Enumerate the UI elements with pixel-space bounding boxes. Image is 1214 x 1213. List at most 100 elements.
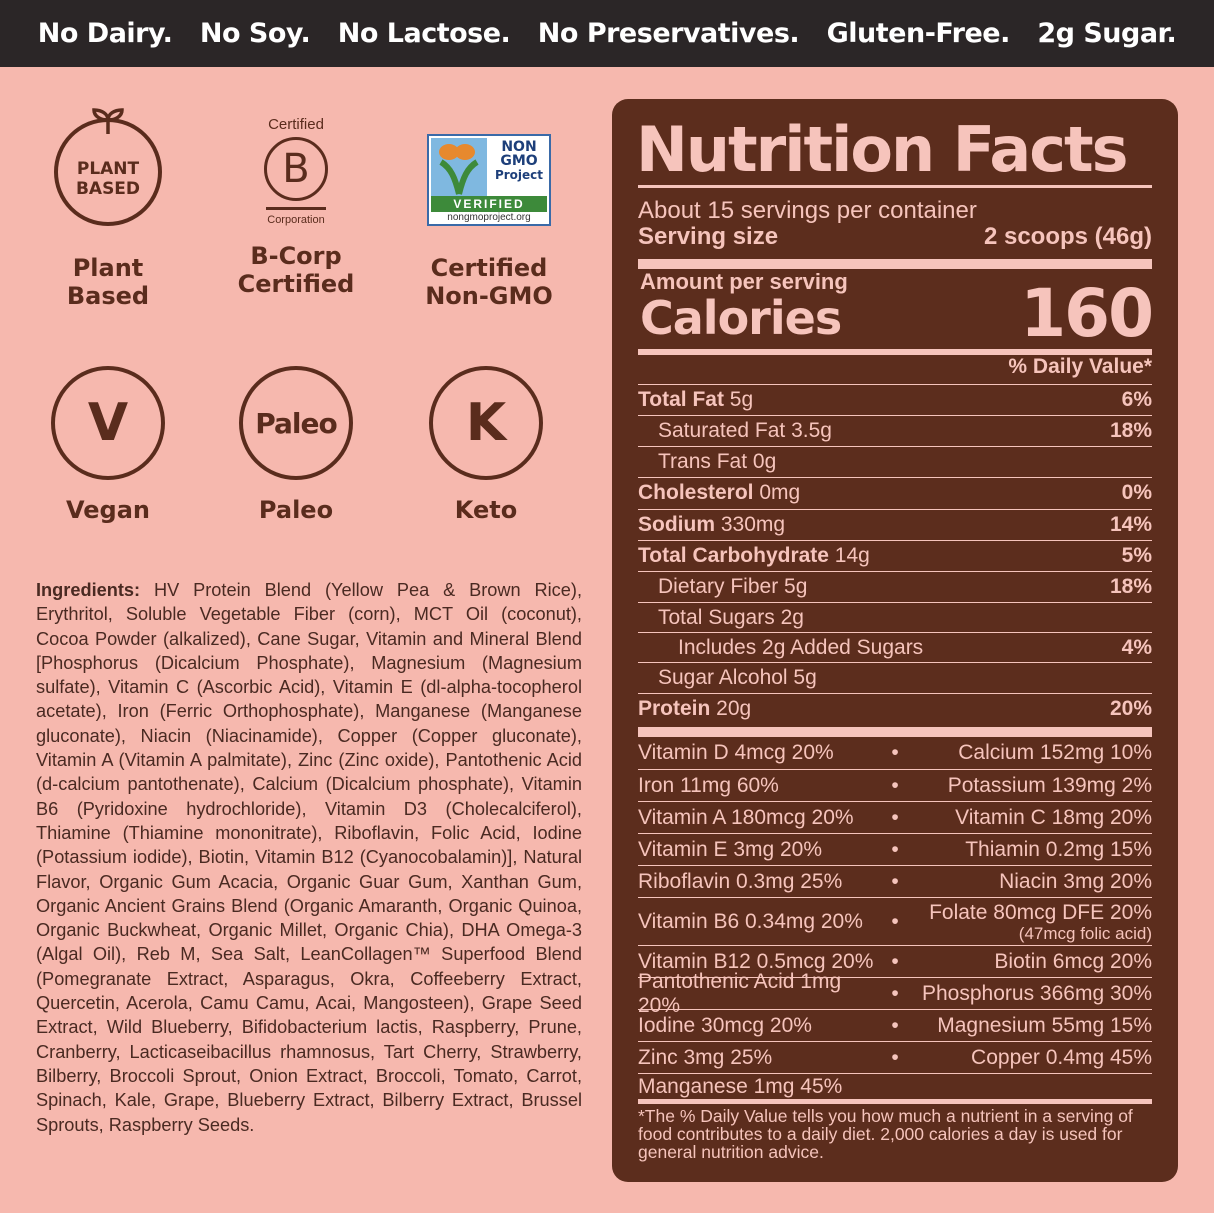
butterfly-icon: [431, 138, 487, 196]
vitamin-row: Vitamin D 4mcg 20% • Calcium 152mg 10%: [638, 737, 1152, 769]
claim-sugar: 2g Sugar.: [1037, 18, 1177, 49]
non-gmo-url: nongmoproject.org: [447, 212, 531, 223]
nutrient-name: Total Fat 5g: [638, 388, 754, 411]
bcorp-logo-icon: B: [264, 137, 328, 201]
thick-rule-2: [638, 349, 1152, 355]
daily-value-footnote: *The % Daily Value tells you how much a …: [638, 1106, 1133, 1162]
vitamin-left: Vitamin A 180mcg 20%: [638, 805, 854, 829]
non-gmo-label: Certified Non-GMO: [425, 254, 553, 310]
vitamin-right: Folate 80mcg DFE 20% (47mcg folic acid): [905, 901, 1152, 943]
thick-rule-3: [638, 727, 1152, 737]
vitamin-right: Calcium 152mg 10%: [958, 741, 1152, 764]
vitamin-left: Vitamin B12 0.5mcg 20%: [638, 949, 874, 973]
nutrient-name: Dietary Fiber 5g: [658, 575, 808, 598]
nutrient-name: Cholesterol 0mg: [638, 481, 801, 504]
vitamin-right: Phosphorus 366mg 30%: [922, 981, 1152, 1005]
nutrient-daily-value: 5%: [1121, 544, 1152, 567]
paleo-icon: Paleo: [239, 366, 353, 480]
bcorp-corporation-text: Corporation: [267, 214, 325, 226]
nutrient-daily-value: 6%: [1121, 388, 1152, 411]
servings-per-container: About 15 servings per container: [638, 197, 977, 224]
paleo-label: Paleo: [258, 496, 334, 524]
nutrient-name: Sugar Alcohol 5g: [658, 666, 817, 689]
bullet-separator: •: [891, 837, 899, 861]
vitamin-left: Zinc 3mg 25%: [638, 1045, 773, 1069]
vitamin-left: Iron 11mg 60%: [638, 773, 779, 797]
non-gmo-line1: NON: [501, 139, 537, 155]
daily-value-header: % Daily Value*: [1008, 355, 1152, 378]
claim-no-dairy: No Dairy.: [37, 18, 173, 49]
keto-badge: K Keto: [426, 366, 546, 524]
nutrient-row: Saturated Fat 3.5g 18%: [638, 415, 1152, 446]
vitamin-row: Vitamin E 3mg 20% • Thiamin 0.2mg 15%: [638, 833, 1152, 865]
vitamin-right: Thiamin 0.2mg 15%: [965, 837, 1152, 861]
non-gmo-badge: NON GMO Project VERIFIED nongmoproject.o…: [414, 134, 564, 310]
thick-rule-1: [638, 259, 1152, 269]
non-gmo-logo-icon: NON GMO Project VERIFIED nongmoproject.o…: [427, 134, 551, 226]
vitamin-right: Copper 0.4mg 45%: [971, 1045, 1152, 1069]
nutrient-daily-value: 18%: [1109, 419, 1152, 442]
vitamin-right: Potassium 139mg 2%: [947, 773, 1152, 797]
nutrient-row: Total Carbohydrate 14g 5%: [638, 540, 1152, 571]
bcorp-label: B-Corp Certified: [237, 242, 355, 298]
vitamin-left: Iodine 30mcg 20%: [638, 1013, 812, 1037]
bullet-separator: •: [891, 741, 899, 764]
sprout-icon: [92, 108, 124, 134]
non-gmo-line3: Project: [494, 168, 544, 182]
nutrient-row: Trans Fat 0g: [638, 446, 1152, 477]
bullet-separator: •: [891, 805, 899, 829]
nutrient-daily-value: 4%: [1121, 636, 1152, 659]
nutrition-title: Nutrition Facts: [636, 113, 1129, 186]
vitamin-left: Vitamin B6 0.34mg 20%: [638, 909, 863, 933]
claims-bar: No Dairy. No Soy. No Lactose. No Preserv…: [0, 0, 1214, 67]
vegan-label: Vegan: [66, 496, 150, 524]
nutrient-row: Dietary Fiber 5g 18%: [638, 571, 1152, 602]
nutrient-daily-value: 20%: [1109, 697, 1152, 720]
vitamin-left: Riboflavin 0.3mg 25%: [638, 869, 843, 893]
nutrient-row: Total Fat 5g 6%: [638, 384, 1152, 415]
vitamin-right: Niacin 3mg 20%: [999, 869, 1152, 893]
nutrient-row: Sodium 330mg 14%: [638, 509, 1152, 540]
nutrient-row: Protein 20g 20%: [638, 693, 1152, 724]
vitamin-row: Manganese 1mg 45%: [638, 1073, 1152, 1099]
non-gmo-line2: GMO: [500, 153, 538, 169]
vitamin-left: Pantothenic Acid 1mg 20%: [638, 969, 842, 1017]
plant-based-icon: PLANT BASED: [54, 108, 162, 226]
keto-icon: K: [429, 366, 543, 480]
plant-based-label: Plant Based: [66, 254, 150, 310]
bullet-separator: •: [891, 949, 899, 973]
nutrient-row: Sugar Alcohol 5g: [638, 662, 1152, 693]
claim-no-soy: No Soy.: [199, 18, 311, 49]
serving-size: Serving size 2 scoops (46g): [638, 223, 1152, 250]
vitamin-row: Zinc 3mg 25% • Copper 0.4mg 45%: [638, 1041, 1152, 1073]
ingredients-text: HV Protein Blend (Yellow Pea & Brown Ric…: [36, 580, 582, 1135]
vitamin-left: Vitamin E 3mg 20%: [638, 837, 823, 861]
bullet-separator: •: [891, 773, 899, 797]
bullet-separator: •: [891, 869, 899, 893]
vitamin-left: Vitamin D 4mcg 20%: [638, 741, 834, 764]
vitamin-row: Riboflavin 0.3mg 25% • Niacin 3mg 20%: [638, 865, 1152, 897]
bullet-separator: •: [891, 1045, 899, 1069]
nutrition-facts-panel: Nutrition Facts About 15 servings per co…: [612, 99, 1178, 1182]
calories-value: 160: [1020, 275, 1154, 352]
vitamin-right: Biotin 6mcg 20%: [994, 949, 1152, 973]
paleo-badge: Paleo Paleo: [236, 366, 356, 524]
nutrient-name: Total Carbohydrate 14g: [638, 544, 870, 567]
vegan-icon: V: [51, 366, 165, 480]
nutrient-daily-value: 18%: [1109, 575, 1152, 598]
vitamin-row: Vitamin A 180mcg 20% • Vitamin C 18mg 20%: [638, 801, 1152, 833]
claim-no-lactose: No Lactose.: [337, 18, 511, 49]
claim-no-preservatives: No Preservatives.: [537, 18, 800, 49]
bullet-separator: •: [891, 909, 899, 933]
nutrient-name: Total Sugars 2g: [658, 606, 804, 629]
calories-label: Calories: [640, 291, 842, 345]
nutrient-daily-value: 14%: [1109, 513, 1152, 536]
plant-based-badge: PLANT BASED Plant Based: [48, 108, 168, 310]
vitamin-right: Magnesium 55mg 15%: [937, 1013, 1152, 1037]
nutrient-daily-value: 0%: [1121, 481, 1152, 504]
bullet-separator: •: [891, 1013, 899, 1037]
vitamin-row: Iodine 30mcg 20% • Magnesium 55mg 15%: [638, 1009, 1152, 1041]
nutrient-name: Sodium 330mg: [638, 513, 786, 536]
vitamin-subnote: (47mcg folic acid): [1018, 923, 1152, 943]
vitamin-left: Manganese 1mg 45%: [638, 1074, 843, 1098]
